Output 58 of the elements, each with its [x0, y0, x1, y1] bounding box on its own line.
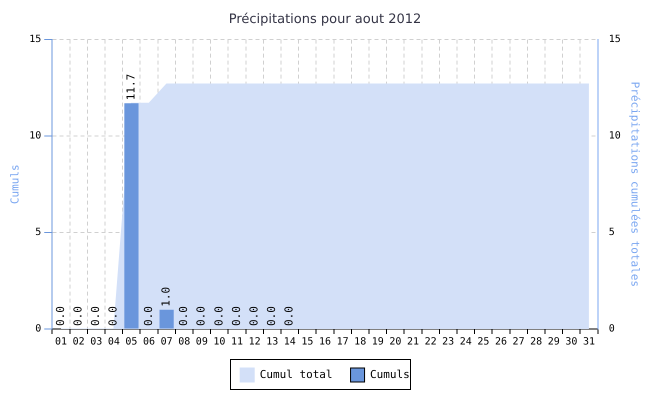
- x-tick-label: 22: [424, 336, 437, 348]
- y2-tick-label: 15: [608, 34, 621, 46]
- x-tick-label: 31: [582, 336, 595, 348]
- x-tick-label: 24: [460, 336, 472, 348]
- y-tick-label: 0: [35, 324, 42, 335]
- x-tick-label: 18: [354, 336, 366, 348]
- x-tick-label: 09: [196, 336, 208, 348]
- x-tick-label: 27: [512, 336, 525, 348]
- x-tick-label: 30: [565, 336, 578, 348]
- x-tick-label: 01: [55, 336, 68, 348]
- data-label: 0.0: [177, 306, 190, 326]
- x-tick-label: 28: [530, 336, 542, 348]
- x-tick-label: 12: [248, 336, 261, 348]
- chart-title: Précipitations pour aout 2012: [228, 12, 422, 28]
- x-tick-label: 07: [160, 336, 173, 348]
- x-tick-label: 19: [372, 336, 384, 348]
- data-label: 1.0: [159, 286, 172, 307]
- y-tick-label: 10: [29, 130, 42, 142]
- x-tick-label: 02: [72, 336, 85, 348]
- x-tick-label: 05: [125, 336, 138, 348]
- y-tick-label: 5: [35, 227, 42, 238]
- x-tick-label: 03: [90, 336, 102, 348]
- data-label: 0.0: [71, 306, 84, 326]
- x-tick-label: 14: [284, 336, 296, 348]
- x-tick-label: 26: [494, 336, 507, 348]
- data-label: 0.0: [247, 306, 260, 326]
- y2-tick-label: 5: [608, 227, 615, 238]
- x-tick-label: 25: [477, 336, 490, 348]
- data-label: 0.0: [282, 306, 296, 326]
- x-tick-label: 20: [389, 336, 402, 348]
- x-tick-label: 15: [301, 336, 314, 348]
- data-label: 0.0: [230, 306, 243, 326]
- x-tick-label: 23: [442, 336, 454, 348]
- x-tick-label: 11: [230, 336, 244, 348]
- data-label: 0.0: [142, 306, 155, 326]
- x-tick-label: 10: [213, 336, 226, 348]
- y2-tick-label: 10: [608, 130, 621, 142]
- x-tick-label: 04: [108, 336, 120, 348]
- y-axis-title: Cumuls: [8, 164, 22, 204]
- x-tick-label: 08: [178, 336, 190, 348]
- y2-axis-title: Précipitations cumulées totales: [628, 82, 642, 287]
- data-label: 0.0: [89, 306, 102, 326]
- legend-label: Cumul total: [260, 368, 333, 381]
- x-tick-label: 29: [548, 336, 560, 348]
- data-label: 0.0: [194, 306, 208, 326]
- x-tick-label: 17: [336, 336, 349, 348]
- data-label: 0.0: [265, 306, 278, 326]
- x-tick-label: 16: [318, 336, 332, 348]
- y-tick-label: 15: [29, 34, 42, 46]
- legend-label: Cumuls: [370, 368, 410, 381]
- data-label: 0.0: [212, 306, 226, 326]
- y2-tick-label: 0: [608, 324, 615, 335]
- x-tick-label: 06: [143, 336, 156, 348]
- data-label: 0.0: [106, 306, 120, 326]
- x-tick-label: 13: [266, 336, 278, 348]
- x-tick-label: 21: [406, 336, 420, 348]
- data-label: 0.0: [54, 306, 67, 326]
- data-label: 11.7: [124, 74, 138, 100]
